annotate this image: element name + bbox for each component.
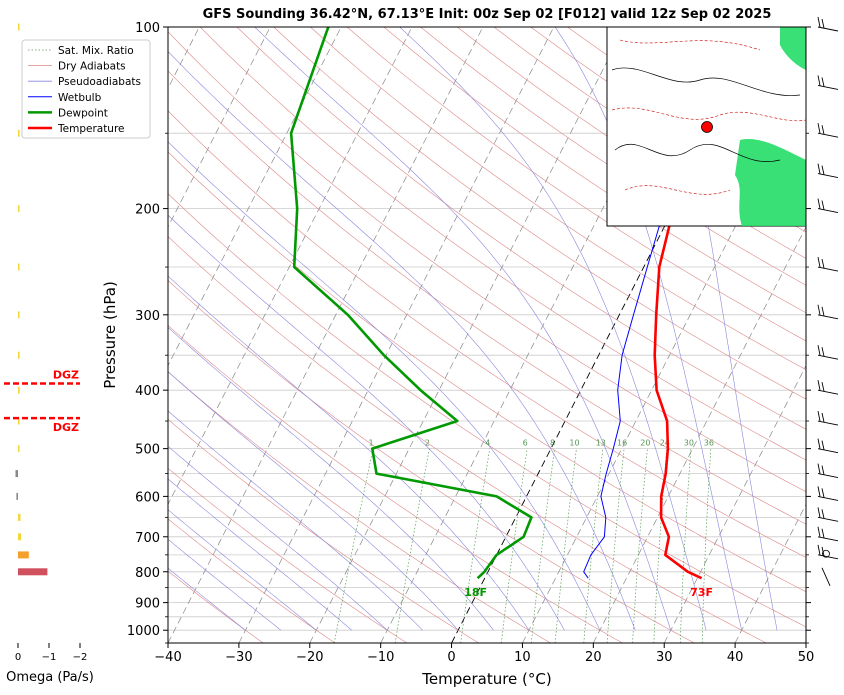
mixing-ratio-label: 6	[523, 439, 528, 448]
mixing-ratio-label: 36	[704, 439, 714, 448]
omega-bar	[18, 533, 21, 540]
omega-bar	[18, 205, 20, 212]
mixing-ratio-label: 8	[550, 439, 555, 448]
legend-entry: Sat. Mix. Ratio	[58, 45, 134, 57]
legend-entry: Dry Adiabats	[58, 61, 126, 73]
x-tick-label: −10	[367, 650, 394, 665]
chart-title: GFS Sounding 36.42°N, 67.13°E Init: 00z …	[203, 7, 772, 22]
omega-bar	[18, 130, 20, 137]
y-tick-label: 800	[135, 566, 160, 581]
x-tick-label: −20	[296, 650, 323, 665]
omega-bar	[18, 568, 47, 575]
dgz-label: DGZ	[53, 369, 79, 382]
mixing-ratio-label: 20	[640, 439, 650, 448]
mixing-ratio-label: 2	[425, 439, 430, 448]
omega-bar	[18, 445, 20, 452]
omega-bar	[18, 264, 20, 271]
omega-bar	[16, 493, 18, 500]
y-tick-label: 700	[135, 531, 160, 546]
mixing-ratio-label: 30	[684, 439, 694, 448]
mixing-ratio-label: 1	[368, 439, 373, 448]
y-tick-label: 200	[135, 203, 160, 218]
y-tick-label: 600	[135, 490, 160, 505]
omega-bar	[18, 311, 20, 318]
x-tick-label: 0	[447, 650, 455, 665]
omega-tick-label: 0	[15, 652, 21, 663]
omega-tick-label: −1	[42, 652, 57, 663]
y-tick-label: 500	[135, 443, 160, 458]
location-marker	[702, 122, 713, 133]
legend-entry: Wetbulb	[58, 92, 102, 104]
omega-bar	[18, 387, 20, 394]
y-tick-label: 1000	[127, 624, 160, 639]
mixing-ratio-label: 10	[569, 439, 579, 448]
y-tick-label: 100	[135, 21, 160, 36]
x-tick-label: 10	[514, 650, 531, 665]
y-tick-label: 300	[135, 309, 160, 324]
legend: Sat. Mix. Ratio Dry Adiabats Pseudoadiabat…	[22, 40, 150, 138]
dgz-label: DGZ	[53, 421, 79, 434]
x-axis-label: Temperature (°C)	[421, 670, 551, 688]
legend-entry: Temperature	[57, 123, 125, 135]
legend-entry: Pseudoadiabats	[58, 76, 141, 88]
x-tick-label: 50	[798, 650, 815, 665]
omega-bar	[16, 470, 19, 477]
omega-tick-label: −2	[73, 652, 88, 663]
mixing-ratio-label: 13	[596, 439, 606, 448]
x-tick-label: 20	[585, 650, 602, 665]
x-tick-label: −40	[154, 650, 181, 665]
omega-bar	[18, 24, 20, 31]
legend-entry: Dewpoint	[58, 107, 108, 119]
x-tick-label: −30	[225, 650, 252, 665]
y-axis-label: Pressure (hPa)	[101, 281, 119, 389]
inset-map	[607, 27, 806, 226]
omega-bar	[18, 352, 20, 359]
omega-axis-label: Omega (Pa/s)	[6, 670, 94, 685]
x-tick-label: 40	[727, 650, 744, 665]
omega-bar	[18, 514, 21, 521]
x-tick-label: 30	[656, 650, 673, 665]
surface-dewpoint-label: 18F	[464, 586, 487, 599]
y-tick-label: 900	[135, 597, 160, 612]
surface-temperature-label: 73F	[690, 586, 713, 599]
y-tick-label: 400	[135, 384, 160, 399]
mixing-ratio-label: 16	[617, 439, 627, 448]
omega-bar	[18, 551, 29, 558]
mixing-ratio-label: 4	[485, 439, 490, 448]
